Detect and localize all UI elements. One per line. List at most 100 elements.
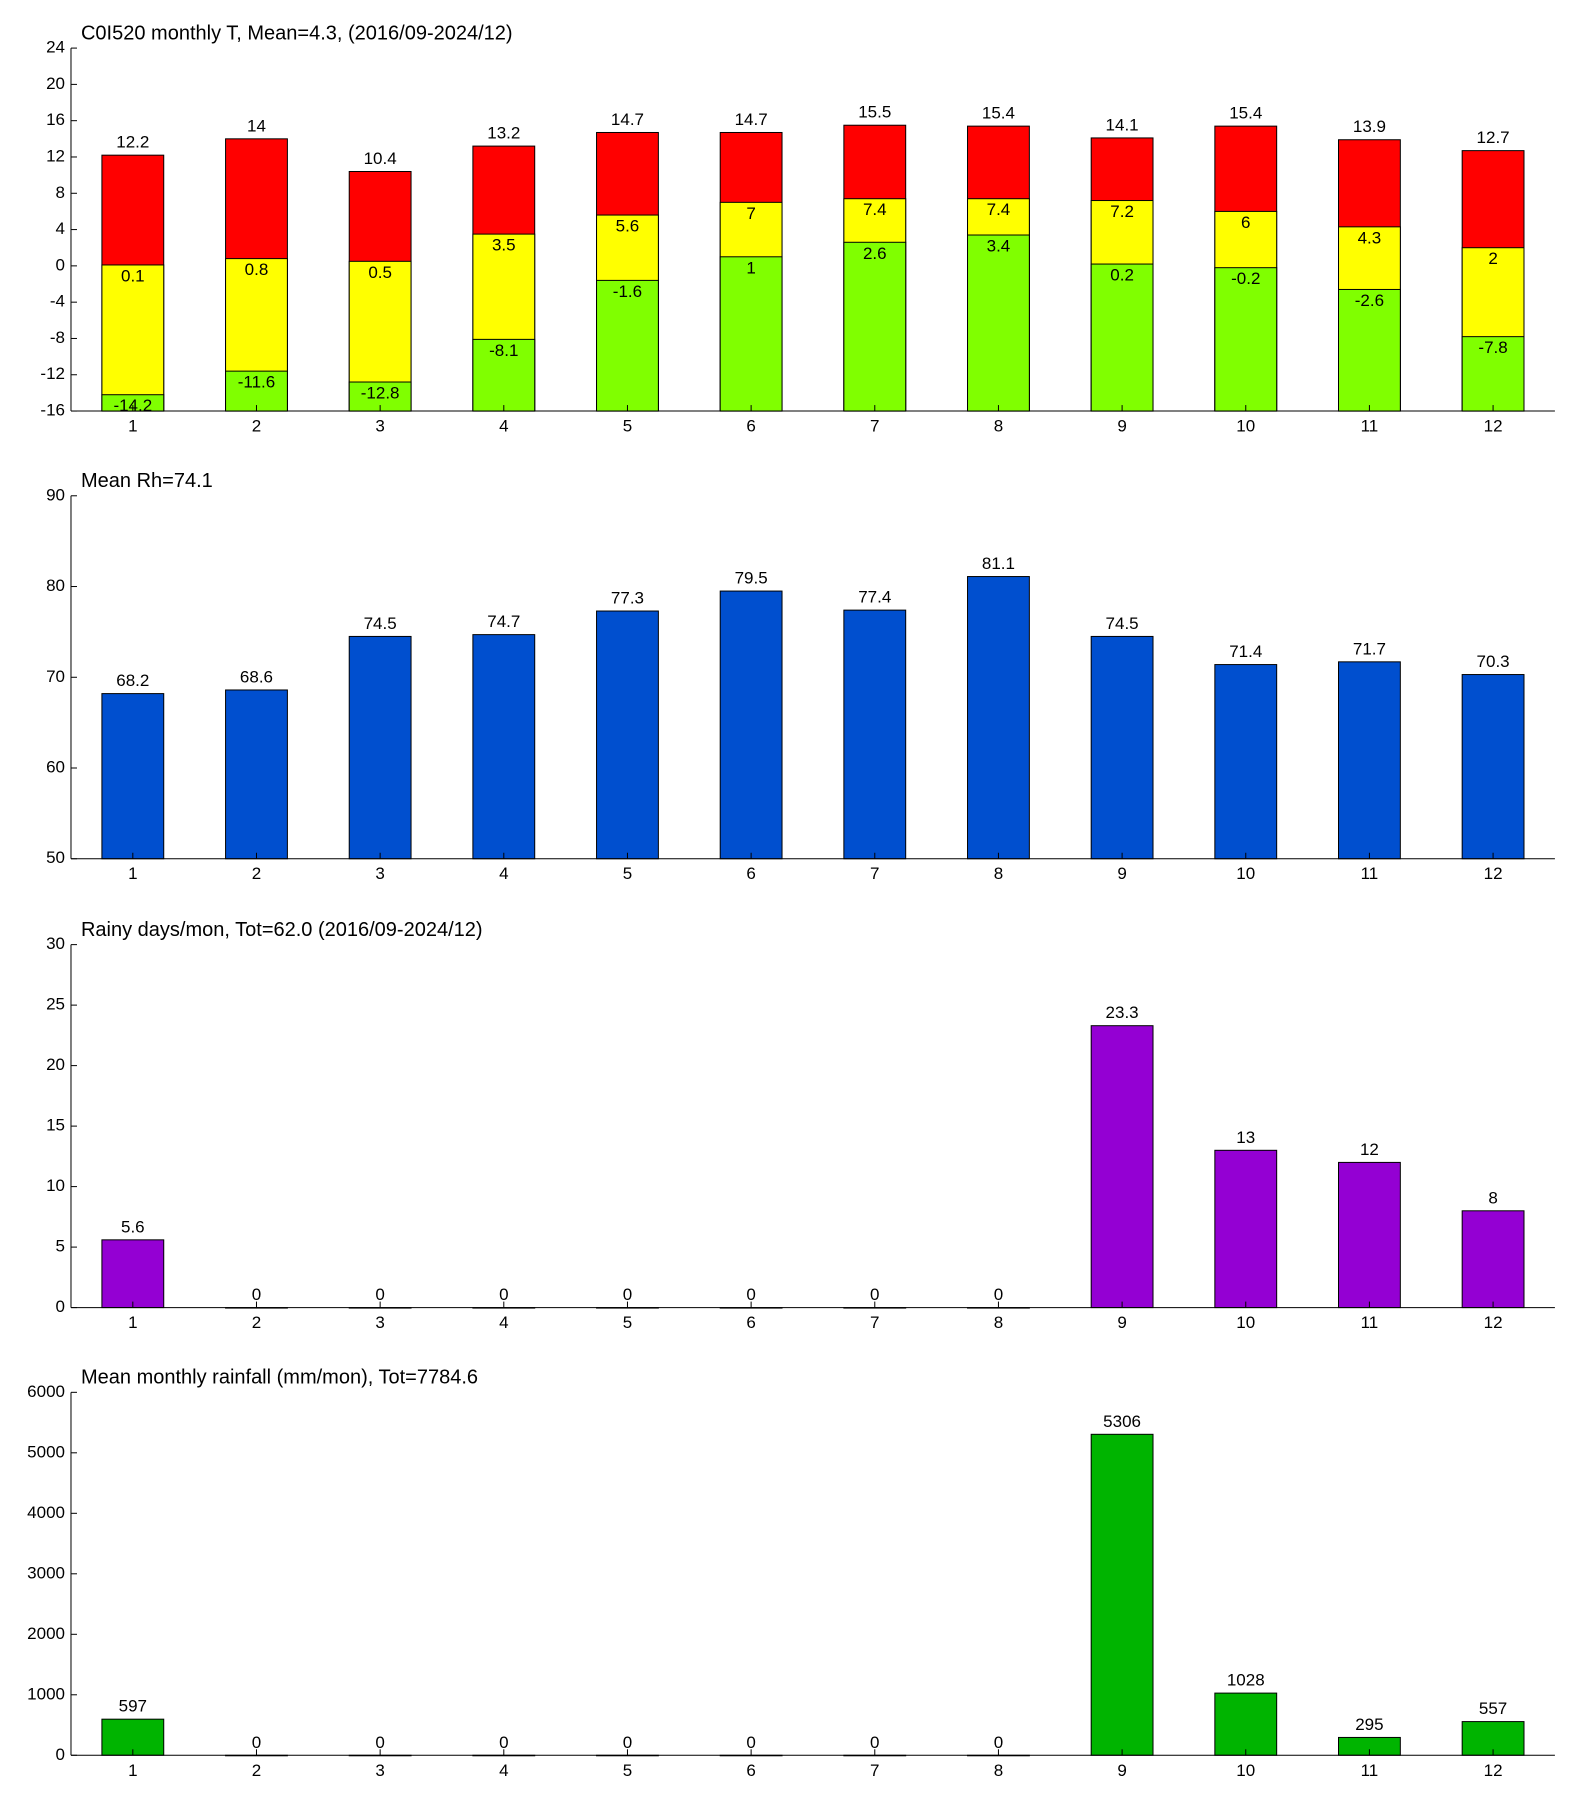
- x-tick-label: 2: [252, 864, 261, 883]
- y-tick-label: 20: [46, 1055, 65, 1074]
- x-tick-label: 5: [623, 864, 632, 883]
- value-label: 68.6: [240, 667, 273, 686]
- y-tick-label: 4000: [27, 1503, 65, 1522]
- bar: [472, 338, 536, 412]
- y-tick-label: -16: [40, 401, 65, 420]
- value-label: 71.4: [1229, 642, 1262, 661]
- value-label: 7: [746, 204, 755, 223]
- bar: [225, 689, 288, 860]
- value-label: 14.7: [735, 110, 768, 129]
- y-tick-label: 4: [56, 219, 65, 238]
- y-tick-label: 1000: [27, 1684, 65, 1703]
- value-label: 0: [499, 1733, 508, 1752]
- bar: [596, 279, 659, 412]
- y-tick-label: 6000: [27, 1382, 65, 1401]
- y-tick-label: 30: [46, 934, 65, 953]
- x-tick-label: 12: [1484, 1313, 1503, 1332]
- x-tick-label: 10: [1236, 1313, 1255, 1332]
- value-label: 6: [1241, 213, 1250, 232]
- y-tick-label: -4: [50, 292, 65, 311]
- x-tick-label: 1: [128, 1313, 137, 1332]
- bar: [719, 256, 783, 412]
- value-label: 79.5: [735, 569, 768, 588]
- value-label: 0: [746, 1733, 755, 1752]
- y-tick-label: 8: [56, 183, 65, 202]
- value-label: 3.4: [987, 237, 1011, 256]
- x-tick-label: 7: [870, 864, 879, 883]
- bar: [1090, 635, 1154, 860]
- value-label: 15.4: [982, 104, 1015, 123]
- y-tick-label: 10: [46, 1176, 65, 1195]
- bar: [1090, 263, 1154, 412]
- bar: [1338, 288, 1401, 412]
- value-label: 0: [375, 1733, 384, 1752]
- value-label: 7.4: [863, 200, 887, 219]
- x-tick-label: 12: [1484, 864, 1503, 883]
- value-label: 0.1: [121, 266, 145, 285]
- x-tick-label: 10: [1236, 864, 1255, 883]
- bar: [101, 693, 165, 860]
- chart-title: Mean monthly rainfall (mm/mon), Tot=7784…: [81, 1367, 478, 1389]
- bar: [101, 264, 165, 412]
- value-label: -11.6: [238, 373, 276, 392]
- value-label: 0.8: [245, 260, 269, 279]
- x-tick-label: 5: [623, 417, 632, 436]
- x-tick-label: 7: [870, 1761, 879, 1780]
- value-label: 5.6: [121, 1217, 145, 1236]
- x-tick-label: 6: [746, 417, 755, 436]
- x-tick-label: 7: [870, 1313, 879, 1332]
- bar: [1090, 1433, 1154, 1756]
- x-tick-label: 11: [1361, 864, 1379, 883]
- bar: [1214, 1692, 1278, 1756]
- x-tick-label: 8: [994, 864, 1003, 883]
- value-label: 557: [1479, 1699, 1507, 1718]
- value-label: 77.4: [858, 588, 891, 607]
- x-tick-label: 4: [499, 417, 508, 436]
- value-label: -7.8: [1478, 338, 1507, 357]
- value-label: 0.5: [368, 263, 392, 282]
- bar: [967, 576, 1030, 860]
- x-tick-label: 1: [128, 1761, 137, 1780]
- x-tick-label: 6: [746, 864, 755, 883]
- value-label: 0: [870, 1285, 879, 1304]
- value-label: 5306: [1103, 1412, 1141, 1431]
- bar: [1461, 1210, 1525, 1309]
- value-label: -8.1: [489, 341, 518, 360]
- y-tick-label: 20: [46, 74, 65, 93]
- value-label: 0: [252, 1733, 261, 1752]
- value-label: 15.5: [858, 103, 891, 122]
- value-label: 0: [746, 1285, 755, 1304]
- bar: [1461, 336, 1525, 412]
- x-tick-label: 2: [252, 1313, 261, 1332]
- value-label: 1: [746, 258, 755, 277]
- value-label: 12: [1360, 1140, 1379, 1159]
- x-tick-label: 11: [1361, 1761, 1379, 1780]
- y-tick-label: 0: [56, 255, 65, 274]
- value-label: 74.5: [364, 614, 397, 633]
- y-tick-label: 0: [56, 1297, 65, 1316]
- value-label: 81.1: [982, 554, 1015, 573]
- value-label: 0.2: [1110, 266, 1134, 285]
- value-label: 14.1: [1106, 115, 1139, 134]
- bar: [1338, 1161, 1401, 1309]
- bar: [719, 590, 783, 860]
- bar: [1214, 664, 1278, 860]
- value-label: 68.2: [116, 671, 149, 690]
- x-tick-label: 8: [994, 1313, 1003, 1332]
- value-label: 7.4: [987, 200, 1011, 219]
- y-tick-label: 5000: [27, 1442, 65, 1461]
- value-label: 2.6: [863, 244, 887, 263]
- value-label: 74.5: [1106, 614, 1139, 633]
- x-tick-label: 11: [1361, 417, 1379, 436]
- y-tick-label: -12: [40, 364, 65, 383]
- x-tick-label: 10: [1236, 1761, 1255, 1780]
- value-label: -0.2: [1231, 269, 1260, 288]
- value-label: 74.7: [487, 612, 520, 631]
- bar: [1338, 661, 1401, 860]
- y-tick-label: 24: [46, 38, 65, 57]
- x-tick-label: 7: [870, 417, 879, 436]
- x-tick-label: 6: [746, 1761, 755, 1780]
- value-label: 14.7: [611, 110, 644, 129]
- x-tick-label: 8: [994, 417, 1003, 436]
- bar: [843, 241, 907, 412]
